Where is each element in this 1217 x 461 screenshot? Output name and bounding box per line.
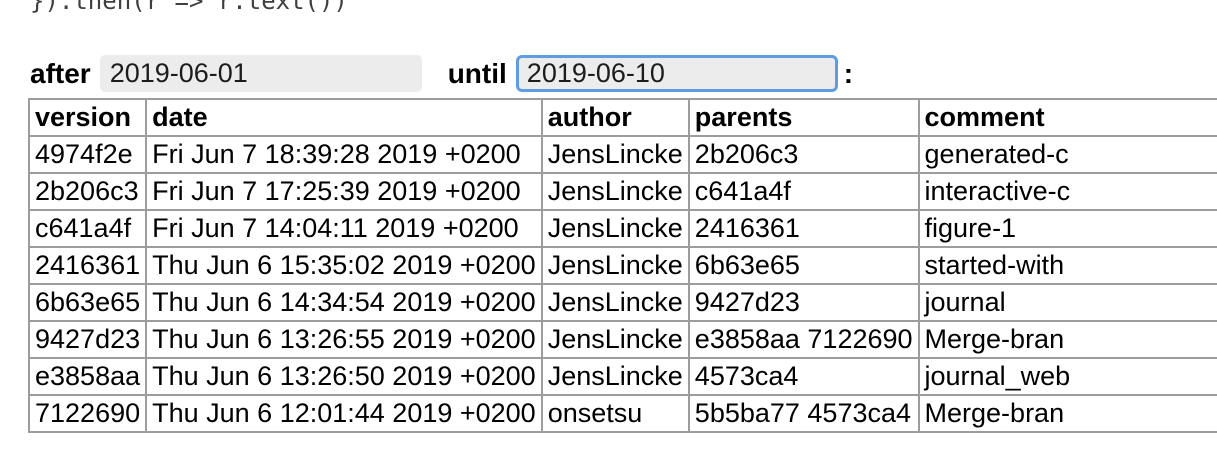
- cell-author: JensLincke: [540, 320, 690, 359]
- until-label: until: [447, 57, 507, 89]
- cell-version: e3858aa: [27, 357, 148, 396]
- date-filter-row: after until :: [30, 55, 853, 92]
- cell-comment: Merge-bran: [917, 394, 1217, 433]
- cell-date: Thu Jun 6 14:34:54 2019 +0200: [145, 283, 543, 322]
- cell-parents: 4573ca4: [687, 357, 920, 396]
- filter-colon: :: [843, 57, 854, 89]
- cell-comment: figure-1: [917, 209, 1217, 248]
- column-header-parents: parents: [687, 98, 920, 137]
- table-header-row: version date author parents comment: [27, 98, 1217, 137]
- cell-version: c641a4f: [27, 209, 148, 248]
- cell-comment: started-with: [917, 246, 1217, 285]
- code-snippet: }).then(r => r.text()): [30, 0, 348, 15]
- after-date-input[interactable]: [99, 55, 422, 92]
- table-row: 4974f2e Fri Jun 7 18:39:28 2019 +0200 Jens…: [27, 135, 1217, 174]
- cell-comment: journal: [917, 283, 1217, 322]
- cell-date: Fri Jun 7 18:39:28 2019 +0200: [145, 135, 543, 174]
- cell-parents: e3858aa 7122690: [687, 320, 920, 359]
- column-header-date: date: [145, 98, 543, 137]
- cell-author: JensLincke: [540, 172, 690, 211]
- cell-author: JensLincke: [540, 209, 690, 248]
- table-row: 7122690 Thu Jun 6 12:01:44 2019 +0200 onse…: [27, 394, 1217, 433]
- cell-date: Thu Jun 6 15:35:02 2019 +0200: [145, 246, 543, 285]
- cell-author: onsetsu: [540, 394, 690, 433]
- cell-version: 6b63e65: [27, 283, 148, 322]
- cell-author: JensLincke: [540, 283, 690, 322]
- cell-version: 2416361: [27, 246, 148, 285]
- column-header-author: author: [540, 98, 690, 137]
- cell-comment: generated-c: [917, 135, 1217, 174]
- cell-version: 4974f2e: [27, 135, 148, 174]
- cell-parents: 6b63e65: [687, 246, 920, 285]
- cell-date: Thu Jun 6 13:26:55 2019 +0200: [145, 320, 543, 359]
- cell-author: JensLincke: [540, 357, 690, 396]
- table-row: 6b63e65 Thu Jun 6 14:34:54 2019 +0200 Jens…: [27, 283, 1217, 322]
- cell-date: Thu Jun 6 13:26:50 2019 +0200: [145, 357, 543, 396]
- table-row: 9427d23 Thu Jun 6 13:26:55 2019 +0200 Jens…: [27, 320, 1217, 359]
- cell-parents: 9427d23: [687, 283, 920, 322]
- cell-parents: 5b5ba77 4573ca4: [687, 394, 920, 433]
- cell-date: Fri Jun 7 14:04:11 2019 +0200: [145, 209, 543, 248]
- table-row: 2b206c3 Fri Jun 7 17:25:39 2019 +0200 Jens…: [27, 172, 1217, 211]
- cell-version: 7122690: [27, 394, 148, 433]
- cell-comment: journal_web: [917, 357, 1217, 396]
- column-header-comment: comment: [917, 98, 1217, 137]
- cell-version: 2b206c3: [27, 172, 148, 211]
- cell-comment: Merge-bran: [917, 320, 1217, 359]
- cell-author: JensLincke: [540, 246, 690, 285]
- cell-date: Thu Jun 6 12:01:44 2019 +0200: [145, 394, 543, 433]
- table-row: 2416361 Thu Jun 6 15:35:02 2019 +0200 Jens…: [27, 246, 1217, 285]
- cell-parents: c641a4f: [687, 172, 920, 211]
- after-label: after: [30, 57, 91, 89]
- table-row: c641a4f Fri Jun 7 14:04:11 2019 +0200 Jens…: [27, 209, 1217, 248]
- column-header-version: version: [27, 98, 148, 137]
- cell-date: Fri Jun 7 17:25:39 2019 +0200: [145, 172, 543, 211]
- cell-parents: 2416361: [687, 209, 920, 248]
- table-row: e3858aa Thu Jun 6 13:26:50 2019 +0200 Jens…: [27, 357, 1217, 396]
- git-history-table: version date author parents comment 4974f2e F…: [27, 98, 1217, 433]
- cell-comment: interactive-c: [917, 172, 1217, 211]
- until-date-input[interactable]: [515, 55, 838, 92]
- cell-author: JensLincke: [540, 135, 690, 174]
- cell-parents: 2b206c3: [687, 135, 920, 174]
- cell-version: 9427d23: [27, 320, 148, 359]
